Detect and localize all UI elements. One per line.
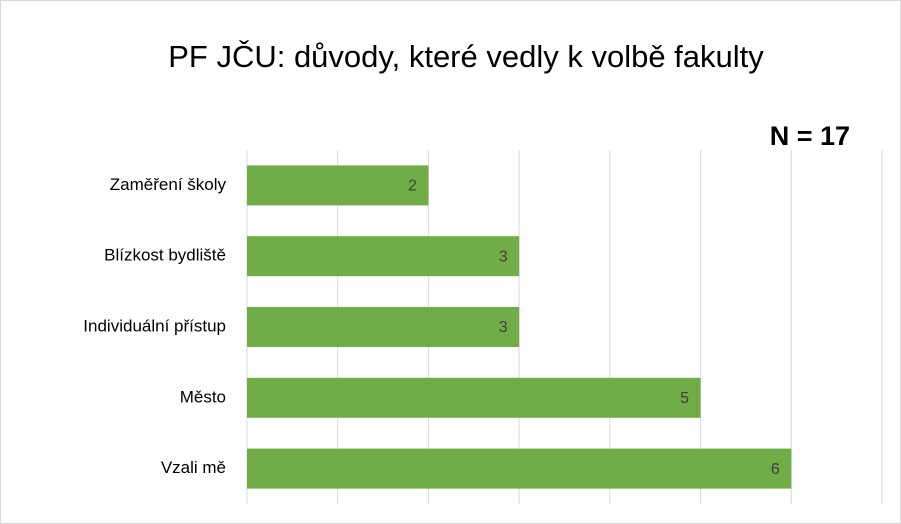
y-tick-label: Blízkost bydliště: [104, 246, 226, 265]
annotation: N = 17: [770, 121, 850, 151]
bar: [247, 165, 429, 206]
value-label: 5: [680, 390, 689, 407]
value-label: 6: [771, 461, 780, 478]
value-label: 3: [499, 248, 508, 265]
bar: [247, 377, 701, 418]
chart-title: PF JČU: důvody, které vedly k volbě faku…: [168, 39, 764, 74]
value-label: 3: [499, 319, 508, 336]
bar: [247, 307, 520, 347]
y-tick-label: Město: [180, 387, 226, 406]
value-label: 2: [408, 178, 417, 195]
bar: [247, 236, 520, 277]
y-tick-label: Vzali mě: [161, 458, 226, 477]
y-tick-label: Individuální přístup: [83, 316, 226, 335]
y-tick-label: Zaměření školy: [110, 175, 227, 194]
bar: [247, 448, 792, 489]
